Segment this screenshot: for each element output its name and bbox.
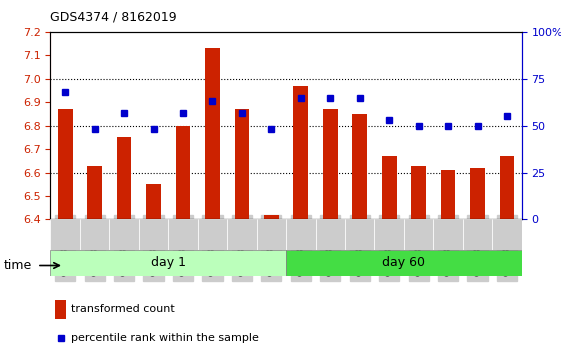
Bar xyxy=(50,250,286,276)
Bar xyxy=(176,126,190,219)
Bar xyxy=(146,184,161,219)
Bar xyxy=(50,219,80,250)
Bar xyxy=(257,219,286,250)
Bar xyxy=(168,219,197,250)
Bar xyxy=(88,166,102,219)
Bar xyxy=(404,219,433,250)
Bar xyxy=(286,219,315,250)
Bar xyxy=(500,156,514,219)
Bar xyxy=(109,219,139,250)
Text: time: time xyxy=(3,259,31,272)
Bar xyxy=(286,250,522,276)
Bar xyxy=(227,219,257,250)
Bar xyxy=(352,114,367,219)
Bar xyxy=(264,215,279,219)
Bar xyxy=(58,109,72,219)
Text: transformed count: transformed count xyxy=(71,304,174,314)
Bar xyxy=(56,300,66,319)
Bar xyxy=(323,109,338,219)
Bar xyxy=(493,219,522,250)
Bar xyxy=(411,166,426,219)
Bar xyxy=(441,170,456,219)
Bar xyxy=(470,168,485,219)
Text: day 1: day 1 xyxy=(151,256,186,269)
Bar xyxy=(293,86,308,219)
Bar xyxy=(234,109,249,219)
Bar xyxy=(382,156,397,219)
Bar xyxy=(139,219,168,250)
Bar xyxy=(315,219,345,250)
Bar xyxy=(433,219,463,250)
Bar xyxy=(117,137,131,219)
Text: day 60: day 60 xyxy=(383,256,425,269)
Bar xyxy=(197,219,227,250)
Text: GDS4374 / 8162019: GDS4374 / 8162019 xyxy=(50,10,177,23)
Bar xyxy=(375,219,404,250)
Text: percentile rank within the sample: percentile rank within the sample xyxy=(71,333,259,343)
Bar xyxy=(345,219,374,250)
Bar xyxy=(80,219,109,250)
Bar xyxy=(463,219,493,250)
Bar xyxy=(205,48,220,219)
